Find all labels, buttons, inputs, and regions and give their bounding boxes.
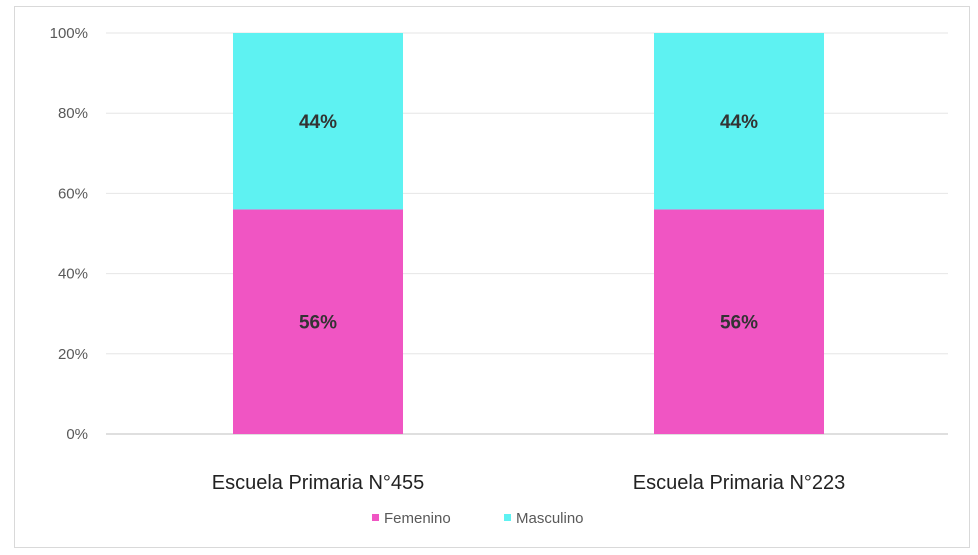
legend: Femenino Masculino <box>372 510 584 527</box>
y-tick-label: 0% <box>66 426 88 443</box>
y-axis-ticks: 0% 20% 40% 60% 80% 100% <box>50 25 88 443</box>
legend-swatch-femenino <box>372 514 379 521</box>
bar-segment-femenino <box>654 209 824 434</box>
y-tick-label: 80% <box>58 105 88 122</box>
y-tick-label: 20% <box>58 346 88 363</box>
y-tick-label: 100% <box>50 25 88 42</box>
x-axis-categories: Escuela Primaria N°455 Escuela Primaria N… <box>212 472 846 494</box>
y-tick-label: 60% <box>58 185 88 202</box>
y-tick-label: 40% <box>58 266 88 283</box>
legend-label-femenino: Femenino <box>384 510 451 527</box>
x-category-label: Escuela Primaria N°455 <box>212 472 425 494</box>
data-label: 56% <box>720 313 758 334</box>
bar-segment-masculino <box>654 33 824 210</box>
bars <box>233 33 824 434</box>
bar-segment-femenino <box>233 209 403 434</box>
data-labels: 56% 44% 56% 44% <box>299 112 758 334</box>
legend-label-masculino: Masculino <box>516 510 584 527</box>
legend-swatch-masculino <box>504 514 511 521</box>
x-category-label: Escuela Primaria N°223 <box>633 472 846 494</box>
data-label: 44% <box>720 112 758 133</box>
data-label: 56% <box>299 313 337 334</box>
bar-segment-masculino <box>233 33 403 210</box>
data-label: 44% <box>299 112 337 133</box>
